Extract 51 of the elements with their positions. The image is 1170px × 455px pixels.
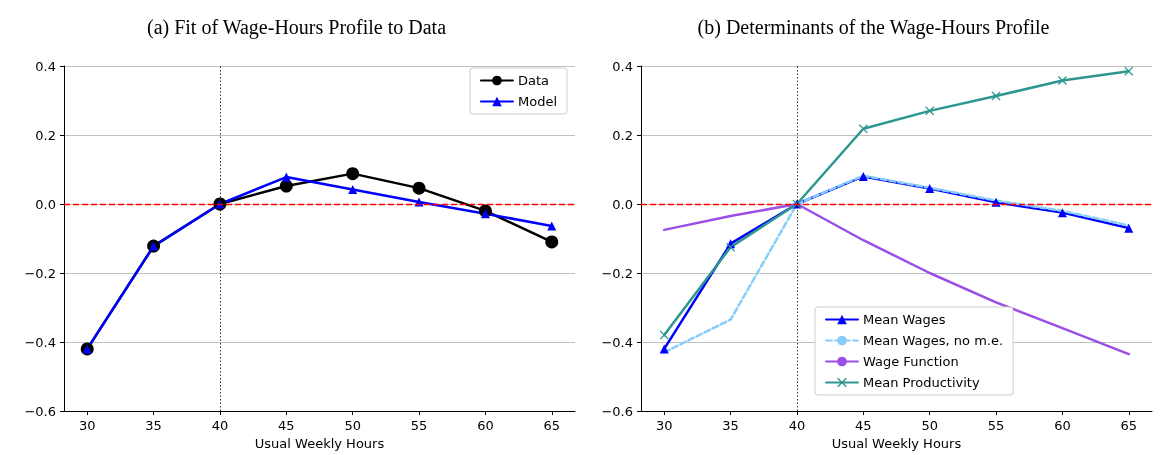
point [348,185,358,195]
x-tick-label: 35 [145,418,162,433]
legend-label: Wage Function [863,354,959,369]
chart-title: (b) Determinants of the Wage-Hours Profile [697,16,1050,39]
point [925,106,935,116]
legend-label: Mean Wages, no m.e. [863,333,1004,348]
x-tick-label: 55 [987,418,1005,433]
point [412,181,426,195]
y-tick-label: 0.0 [35,196,56,212]
y-tick-label: −0.6 [24,403,56,419]
x-tick-label: 65 [543,418,561,433]
x-axis-title: Usual Weekly Hours [254,436,385,451]
y-tick-label: −0.4 [24,334,56,350]
x-tick-label: 35 [722,418,739,433]
y-tick-label: 0.4 [612,58,633,74]
point [547,221,557,231]
y-tick-label: −0.2 [601,265,633,281]
point [480,209,490,219]
point [858,171,868,181]
point [281,172,291,182]
x-tick-label: 45 [855,418,872,433]
y-tick-label: 0.2 [35,127,56,143]
y-tick-label: −0.6 [601,403,633,419]
legend-label: Data [517,73,550,88]
x-tick-label: 60 [1054,418,1071,433]
legend-label: Mean Productivity [863,375,980,390]
x-tick-label: 65 [1120,418,1138,433]
x-axis-title: Usual Weekly Hours [831,436,962,451]
x-tick-label: 45 [278,418,295,433]
legend-label: Model [517,94,558,109]
point [1057,208,1067,218]
chart-title: (a) Fit of Wage-Hours Profile to Data [146,16,447,39]
legend-label: Mean Wages [863,312,946,327]
x-tick-label: 30 [78,418,96,433]
x-tick-label: 60 [477,418,494,433]
y-tick-label: 0.0 [612,196,633,212]
point [346,167,360,181]
x-tick-label: 40 [211,418,229,433]
point [659,330,669,340]
point [545,235,559,249]
y-tick-label: −0.4 [601,334,633,350]
point [1124,223,1134,233]
point [925,183,935,193]
x-tick-label: 40 [788,418,806,433]
y-tick-label: 0.2 [612,127,633,143]
y-tick-label: 0.4 [35,58,56,74]
x-tick-label: 30 [655,418,673,433]
x-tick-label: 50 [921,418,938,433]
x-tick-label: 55 [410,418,428,433]
y-tick-label: −0.2 [24,265,56,281]
x-tick-label: 50 [344,418,361,433]
